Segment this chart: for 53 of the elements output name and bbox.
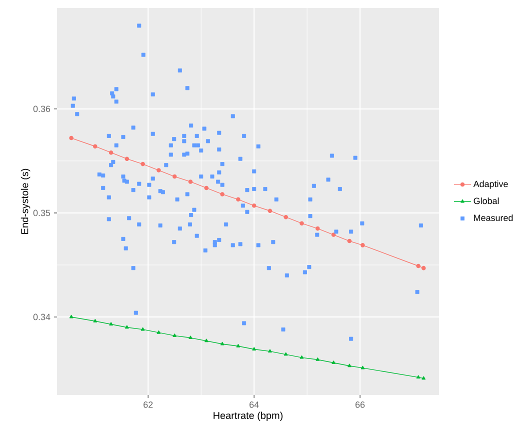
y-axis-title: End-systole (s) [20,168,30,234]
point [284,352,288,356]
point [204,186,209,190]
point [109,322,113,326]
point [332,360,336,364]
point [108,150,114,155]
point [421,266,426,270]
point [348,364,352,368]
point [140,162,145,166]
point [268,349,272,353]
point [416,375,420,379]
point [93,318,98,322]
point [140,327,145,331]
y-tick-label: 0.34 [33,314,50,320]
point [188,180,193,184]
x-tick-label: 64 [250,402,259,408]
point [360,366,365,370]
point [69,136,74,140]
point [156,330,161,334]
point [284,214,288,220]
legend-label: Measured [474,214,513,222]
point [347,238,352,244]
y-tick-label: 0.36 [33,106,50,112]
point [93,144,98,148]
point [124,156,130,161]
point [156,168,161,172]
legend-label: Adaptive [473,180,508,189]
point [236,344,240,348]
point [125,325,129,329]
point [422,376,426,380]
x-axis-title: Heartrate (bpm) [214,412,283,421]
point [252,347,256,350]
point [172,334,177,337]
point [236,197,240,202]
point [69,314,74,318]
point [220,192,224,196]
point [316,357,320,361]
point [252,204,256,208]
point [360,243,365,248]
x-tick-label: 66 [356,402,365,408]
point [204,338,208,342]
point [300,355,304,359]
point [300,221,304,226]
legend-label: Global [474,198,499,204]
point [416,264,420,268]
point [172,174,177,179]
x-tick-label: 62 [144,402,153,408]
y-tick-label: 0.35 [33,210,50,216]
point [331,232,336,237]
point [220,342,224,346]
point [188,336,192,340]
point [316,226,320,231]
point [268,208,272,214]
